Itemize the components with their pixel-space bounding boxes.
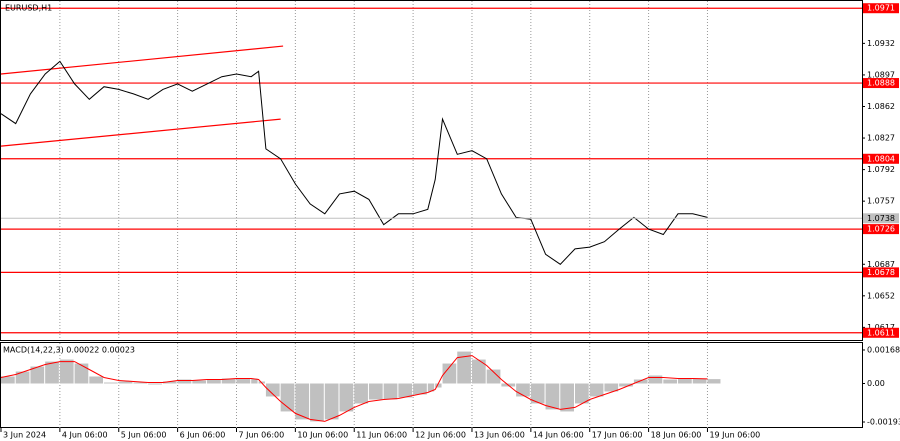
x-tick-label: 18 Jun 06:00 [651, 431, 702, 440]
histogram-bar [692, 378, 707, 384]
histogram-bar [324, 383, 339, 420]
y-tick-label: 1.0687 [867, 260, 895, 269]
histogram-bar [648, 375, 663, 384]
histogram-bar [486, 369, 501, 384]
chart-title: EURUSD,H1 [5, 4, 52, 13]
histogram-bar [516, 383, 530, 397]
x-tick-label: 5 Jun 06:00 [121, 431, 167, 440]
histogram-bar [148, 383, 162, 385]
histogram-bar [1, 376, 15, 384]
histogram-bar [413, 383, 427, 395]
histogram-bar [589, 383, 604, 397]
histogram-bar [74, 363, 89, 384]
x-tick-label: 7 Jun 06:00 [238, 431, 284, 440]
histogram-bar [435, 383, 442, 388]
y-tick-label: 1.0792 [867, 165, 895, 174]
histogram-bar [678, 378, 692, 384]
y-tick-label: 1.0897 [867, 70, 895, 79]
y-tick-label: -0.00193 [867, 418, 900, 427]
y-tick-label: 1.0827 [867, 134, 895, 143]
last-price-label: 1.0738 [867, 214, 895, 223]
level-label-box [863, 153, 899, 164]
histogram-bar [89, 376, 104, 384]
histogram-bar [104, 382, 118, 384]
histogram-bar [354, 383, 368, 404]
level-label-box [863, 224, 899, 235]
level-label: 1.0888 [867, 79, 895, 88]
channel-line [0, 118, 281, 147]
histogram-bar [162, 381, 177, 384]
x-tick-label: 10 Jun 06:00 [297, 431, 348, 440]
histogram-bar [545, 383, 560, 410]
y-tick-label: 1.0617 [867, 323, 895, 332]
x-tick-label: 14 Jun 06:00 [533, 431, 584, 440]
y-tick-label: 0.00168 [867, 345, 900, 354]
histogram-bar [604, 383, 619, 392]
histogram-bar [427, 383, 435, 392]
histogram-bar [663, 379, 678, 384]
x-tick-label: 11 Jun 06:00 [356, 431, 407, 440]
histogram-bar [221, 378, 236, 384]
x-tick-label: 4 Jun 06:00 [62, 431, 108, 440]
x-tick-label: 19 Jun 06:00 [709, 431, 760, 440]
histogram-bar [619, 383, 633, 387]
level-label-box [863, 267, 899, 278]
level-label: 1.0804 [867, 154, 895, 163]
histogram-bar [707, 379, 721, 384]
price-line [0, 60, 708, 265]
histogram-bar [295, 383, 310, 420]
level-label-box [863, 327, 899, 338]
histogram-bar [339, 383, 354, 412]
y-tick-label: 1.0652 [867, 291, 895, 300]
y-tick-label: 1.0757 [867, 197, 895, 206]
histogram-bar [192, 380, 207, 384]
y-tick-label: 1.0862 [867, 102, 895, 111]
histogram-bar [30, 366, 45, 384]
histogram-bar [633, 379, 648, 384]
histogram-bar [236, 378, 251, 384]
histogram-bar [560, 383, 574, 412]
histogram-bar [398, 383, 413, 398]
histogram-bar [457, 351, 471, 384]
level-label-box [863, 3, 899, 14]
histogram-bar [15, 371, 30, 384]
level-label: 1.0678 [867, 268, 895, 277]
x-tick-label: 13 Jun 06:00 [474, 431, 525, 440]
level-label: 1.0611 [867, 328, 895, 337]
x-tick-label: 3 Jun 2024 [3, 431, 46, 440]
y-tick-label: 1.0932 [867, 39, 895, 48]
x-tick-label: 6 Jun 06:00 [180, 431, 226, 440]
y-tick-label: 0.00 [867, 379, 885, 388]
histogram-bar [575, 383, 589, 404]
histogram-bar [59, 359, 74, 384]
x-tick-label: 17 Jun 06:00 [592, 431, 643, 440]
histogram-bar [442, 363, 457, 384]
histogram-bar [45, 361, 59, 384]
histogram-bar [310, 383, 324, 422]
histogram-bar [207, 379, 221, 384]
x-tick-label: 12 Jun 06:00 [415, 431, 466, 440]
histogram-bar [368, 383, 383, 400]
signal-line [0, 355, 708, 422]
level-label-box [863, 78, 899, 89]
histogram-bar [530, 383, 545, 404]
channel-line [0, 45, 284, 75]
histogram-bar [251, 378, 258, 384]
histogram-bar [118, 381, 133, 384]
level-label: 1.0971 [867, 4, 895, 13]
histogram-bar [177, 379, 192, 384]
price-pane [0, 0, 863, 341]
histogram-bar [265, 383, 280, 397]
histogram-bar [133, 382, 148, 384]
last-price-box [863, 213, 899, 224]
indicator-title: MACD(14,22,3) 0.00022 0.00023 [3, 346, 135, 355]
level-label: 1.0726 [867, 225, 895, 234]
histogram-bar [471, 359, 486, 384]
histogram-bar [383, 383, 398, 400]
